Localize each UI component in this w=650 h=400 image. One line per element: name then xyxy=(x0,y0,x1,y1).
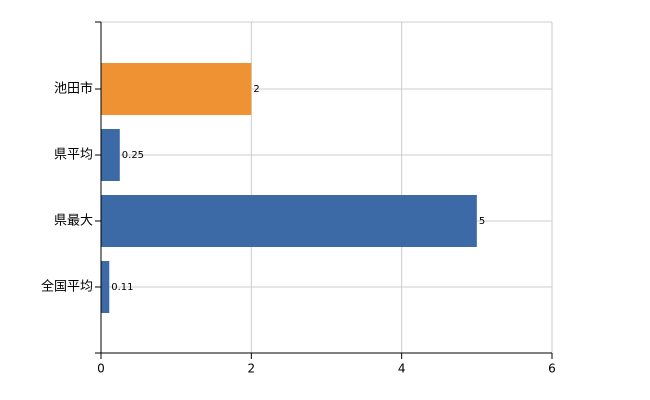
bar xyxy=(101,63,252,115)
bar xyxy=(101,129,120,181)
x-tick-label: 2 xyxy=(248,362,256,376)
y-tick-label: 全国平均 xyxy=(41,279,93,295)
data-label: 0.25 xyxy=(122,150,144,161)
bar xyxy=(101,261,110,313)
x-tick-label: 0 xyxy=(97,362,105,376)
y-tick-label: 県平均 xyxy=(54,148,93,163)
y-tick-label: 池田市 xyxy=(54,81,93,97)
y-tick-label: 県最大 xyxy=(54,214,93,229)
x-tick-label: 6 xyxy=(548,362,556,376)
data-label: 2 xyxy=(253,84,259,95)
x-tick-label: 4 xyxy=(398,362,406,376)
bar xyxy=(101,195,477,247)
data-label: 0.11 xyxy=(111,282,133,293)
data-label: 5 xyxy=(479,216,485,227)
